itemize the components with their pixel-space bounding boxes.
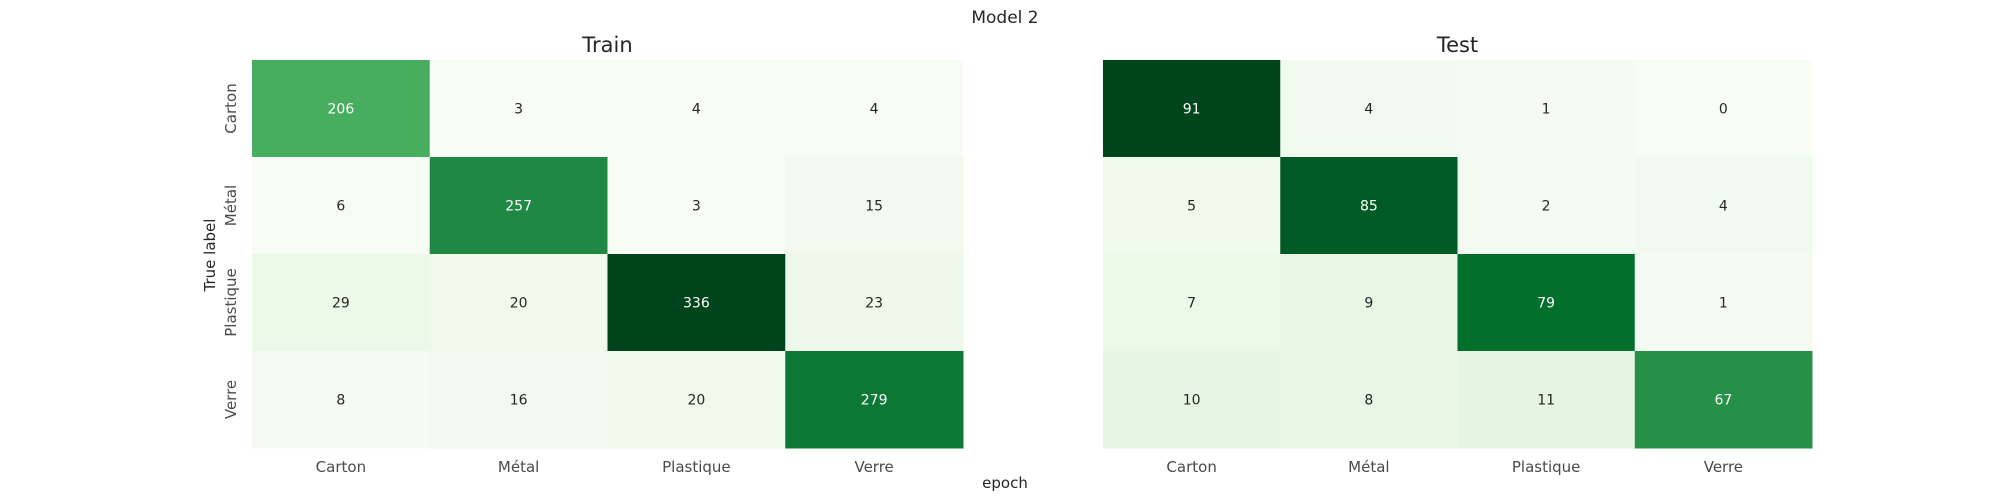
cell-value-label: 0 (1719, 102, 1728, 118)
heatmap-cell (1457, 351, 1636, 449)
y-tick-label: Métal (222, 185, 240, 226)
heatmap-cell (607, 60, 786, 158)
cell-value-label: 4 (1364, 102, 1373, 118)
heatmap-cell (1103, 157, 1281, 255)
heatmap-cell (607, 254, 786, 352)
heatmap-cell (1457, 157, 1636, 255)
cell-value-label: 206 (328, 102, 355, 118)
x-axis-label: epoch (982, 474, 1028, 492)
heatmap-cell (1280, 157, 1458, 255)
cell-value-label: 5 (1187, 199, 1196, 215)
cell-value-label: 3 (514, 102, 523, 118)
cell-value-label: 1 (1719, 296, 1728, 312)
cell-value-label: 6 (336, 199, 345, 215)
cell-value-label: 1 (1542, 102, 1551, 118)
cell-value-label: 79 (1537, 296, 1555, 312)
cell-value-label: 4 (1719, 199, 1728, 215)
cell-value-label: 67 (1714, 393, 1732, 409)
y-tick-label: Verre (222, 380, 240, 419)
heatmap-panel-train: Train 206 3 4 4 6 257 3 15 29 20 336 23 8 16 20 279 Carto… (222, 33, 964, 476)
heatmap-cell (1103, 60, 1281, 158)
heatmap-cell (607, 351, 786, 449)
cell-value-label: 257 (505, 199, 532, 215)
cell-value-label: 91 (1183, 102, 1201, 118)
x-tick-label: Verre (854, 458, 893, 476)
heatmap-cell (429, 60, 608, 158)
heatmap-cell (1634, 157, 1813, 255)
x-tick-label: Plastique (662, 458, 731, 476)
cell-value-label: 2 (1542, 199, 1551, 215)
cell-value-label: 7 (1187, 296, 1196, 312)
y-tick-label: Plastique (222, 268, 240, 337)
heatmap-cell (785, 254, 964, 352)
heatmap-cell (429, 157, 608, 255)
heatmap-cell (1103, 254, 1281, 352)
x-tick-label: Carton (316, 458, 366, 476)
cell-value-label: 11 (1537, 393, 1555, 409)
y-axis-label: True label (201, 219, 219, 293)
cell-value-label: 23 (865, 296, 883, 312)
cell-value-label: 15 (865, 199, 883, 215)
heatmap-cell (1280, 60, 1458, 158)
heatmap-cell (785, 157, 964, 255)
cell-value-label: 85 (1360, 199, 1378, 215)
heatmap-cell (1280, 351, 1458, 449)
x-tick-label: Verre (1704, 458, 1743, 476)
cell-value-label: 16 (510, 393, 528, 409)
x-tick-label: Plastique (1512, 458, 1581, 476)
heatmap-cell (252, 351, 431, 449)
heatmap-cell (252, 60, 431, 158)
x-tick-label: Carton (1166, 458, 1216, 476)
cell-value-label: 9 (1364, 296, 1373, 312)
y-tick-label: Carton (222, 83, 240, 133)
cell-value-label: 20 (687, 393, 705, 409)
heatmap-cell (1457, 254, 1636, 352)
heatmap-cell (1634, 351, 1813, 449)
heatmap-cell (607, 157, 786, 255)
x-tick-label: Métal (1348, 458, 1389, 476)
cell-value-label: 10 (1183, 393, 1201, 409)
cell-value-label: 3 (692, 199, 701, 215)
heatmap-cell (785, 60, 964, 158)
heatmap-cell (1634, 60, 1813, 158)
cell-value-label: 4 (870, 102, 879, 118)
cell-value-label: 8 (336, 393, 345, 409)
heatmap-cell (1280, 254, 1458, 352)
cell-value-label: 336 (683, 296, 710, 312)
heatmap-cell (429, 254, 608, 352)
heatmap-cell (252, 157, 431, 255)
heatmap-cell (1634, 254, 1813, 352)
heatmap-cell (429, 351, 608, 449)
cell-value-label: 279 (861, 393, 888, 409)
cell-value-label: 20 (510, 296, 528, 312)
cell-value-label: 8 (1364, 393, 1373, 409)
heatmap-cell (785, 351, 964, 449)
heatmap-cell (252, 254, 431, 352)
x-tick-label: Métal (498, 458, 539, 476)
heatmap-cell (1457, 60, 1636, 158)
cell-value-label: 29 (332, 296, 350, 312)
panel-title: Train (581, 33, 632, 57)
figure-suptitle: Model 2 (971, 8, 1038, 28)
cell-value-label: 4 (692, 102, 701, 118)
heatmap-cell (1103, 351, 1281, 449)
panel-title: Test (1436, 33, 1478, 57)
